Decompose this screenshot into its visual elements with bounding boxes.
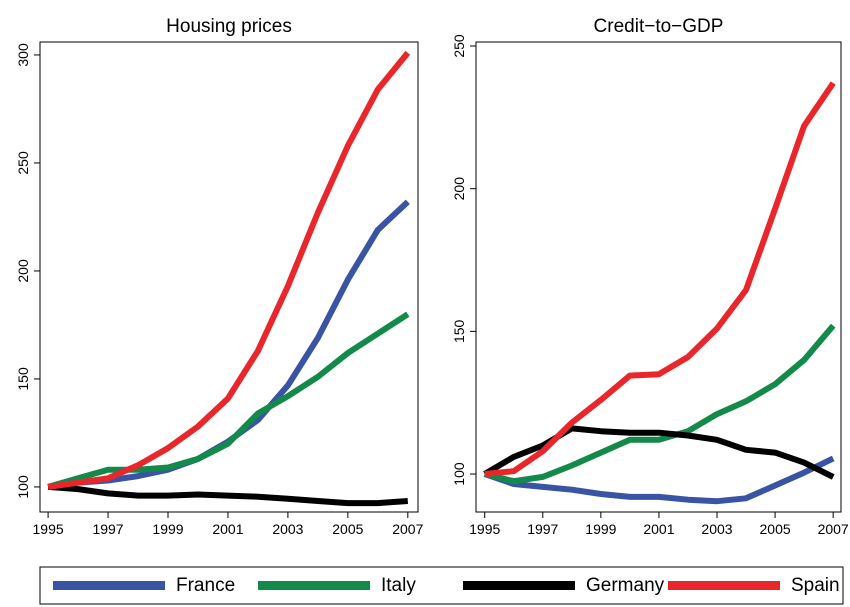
x-tick-label: 2003: [701, 521, 732, 537]
y-tick-label: 200: [15, 259, 31, 283]
x-tick-label: 1995: [469, 521, 500, 537]
legend-label: Germany: [586, 575, 665, 596]
chart-title: Credit−to−GDP: [594, 16, 724, 37]
y-tick-label: 100: [451, 462, 467, 486]
x-tick-label: 2003: [272, 521, 303, 537]
y-tick-label: 100: [15, 475, 31, 499]
x-tick-label: 1995: [33, 521, 64, 537]
series-line: France: [483, 455, 835, 505]
y-tick-label: 300: [15, 43, 31, 67]
y-tick-label: 200: [451, 177, 467, 201]
y-tick-label: 250: [451, 34, 467, 58]
x-tick-label: 2005: [332, 521, 363, 537]
series-line: Germany: [483, 425, 835, 480]
x-tick-label: 1999: [585, 521, 616, 537]
series-line: Spain: [484, 81, 836, 477]
series-line: Germany: [47, 483, 409, 507]
legend-label: Italy: [381, 575, 416, 596]
y-tick-label: 250: [15, 151, 31, 175]
x-tick-label: 2007: [818, 521, 849, 537]
x-tick-label: 2005: [760, 521, 791, 537]
chart-title: Housing prices: [166, 16, 292, 37]
legend-box: [39, 566, 844, 605]
x-tick-label: 2007: [392, 521, 423, 537]
x-tick-label: 1997: [92, 521, 123, 537]
y-tick-label: 150: [15, 367, 31, 391]
x-tick-label: 2001: [643, 521, 674, 537]
series-line: Italy: [483, 323, 836, 485]
legend-label: Spain: [791, 575, 840, 596]
legend-label: France: [176, 575, 235, 596]
y-tick-label: 150: [451, 319, 467, 343]
series-line: Italy: [47, 311, 410, 490]
x-tick-label: 1997: [527, 521, 558, 537]
x-tick-label: 2001: [212, 521, 243, 537]
plot-frame: [39, 41, 419, 513]
series-line: Spain: [47, 50, 411, 490]
x-tick-label: 1999: [152, 521, 183, 537]
